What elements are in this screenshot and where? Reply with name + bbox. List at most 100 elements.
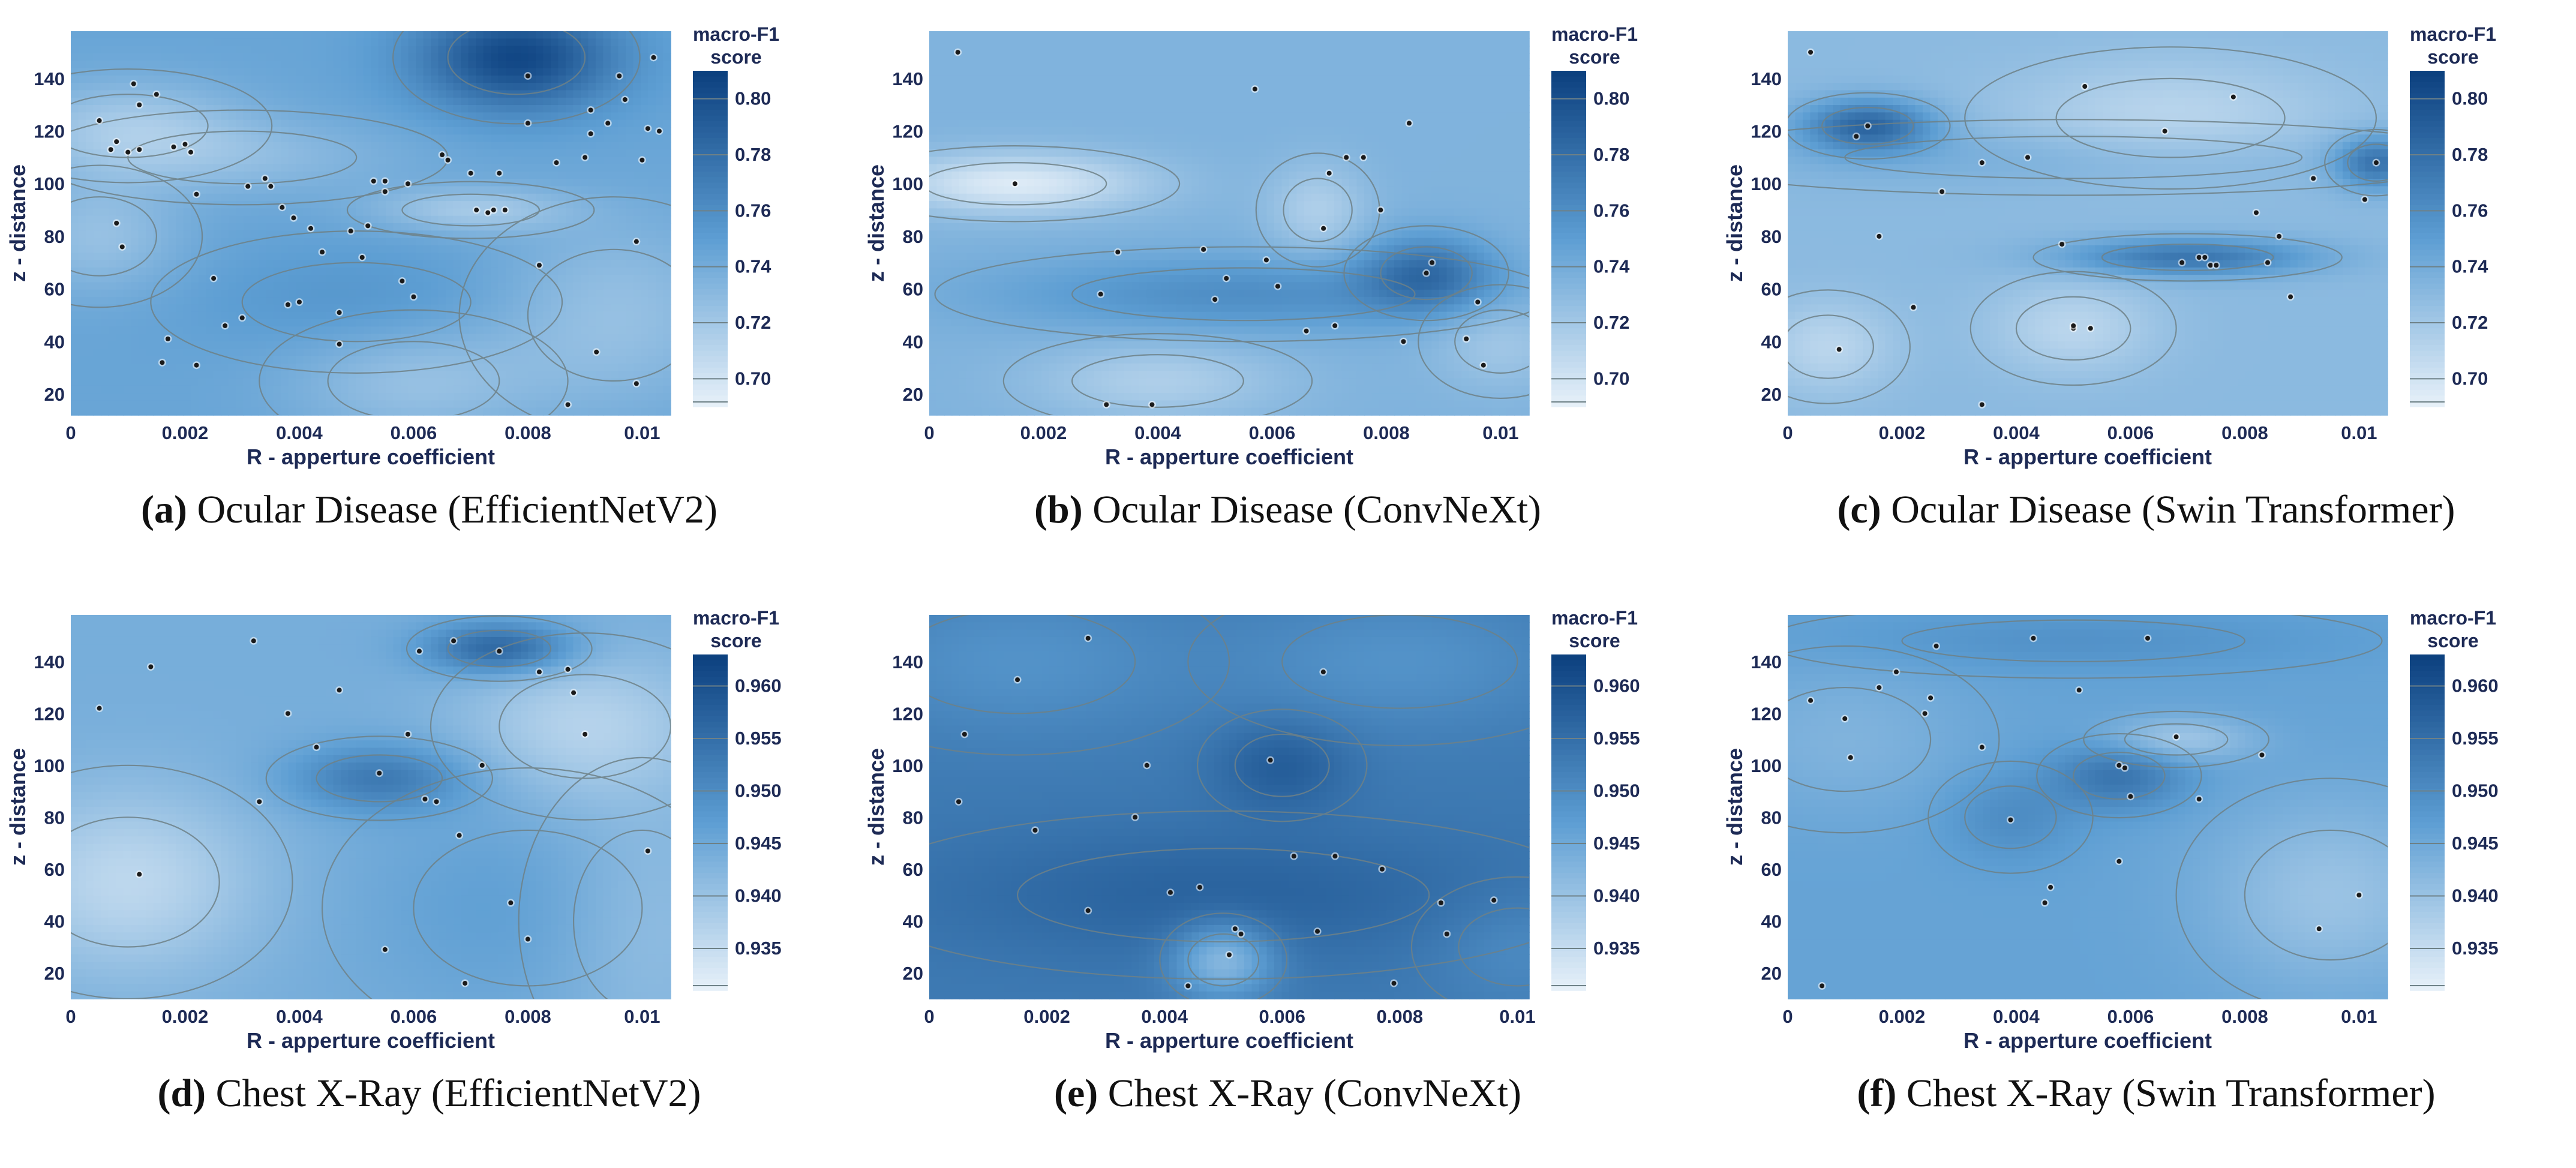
heatmap-cell [483, 171, 491, 179]
heatmap-cell [311, 112, 319, 121]
heatmap-cell [491, 75, 499, 83]
heatmap-cell [168, 341, 176, 350]
heatmap-cell [633, 230, 641, 239]
heatmap-cell [71, 53, 79, 62]
heatmap-cell [929, 223, 938, 232]
heatmap-cell [656, 230, 664, 239]
heatmap-cell [929, 119, 938, 128]
heatmap-cell [86, 142, 94, 150]
heatmap-cell [146, 201, 154, 209]
heatmap-cell [341, 275, 349, 283]
heatmap-cell [566, 215, 574, 224]
heatmap-cell [656, 275, 664, 283]
heatmap-cell [191, 171, 199, 179]
heatmap-cell [101, 201, 109, 209]
heatmap-cell [446, 260, 454, 268]
heatmap-cell [528, 349, 536, 357]
heatmap-cell [951, 31, 960, 40]
heatmap-chart-b: 0 0.002 0.004 0.006 0.008 0.01204060801001201… [864, 23, 1638, 469]
heatmap-cell [663, 61, 671, 69]
heatmap-cell [618, 378, 626, 386]
contour-line [447, 31, 586, 95]
heatmap-cell [288, 223, 296, 232]
heatmap-cell [333, 253, 341, 261]
heatmap-cell [618, 119, 626, 128]
heatmap-cell [258, 282, 266, 290]
heatmap-cell [266, 297, 274, 305]
heatmap-cell [138, 304, 146, 313]
heatmap-cell [431, 253, 439, 261]
colorbar-segment [693, 93, 728, 100]
heatmap-cell [461, 119, 469, 128]
colorbar-segment [693, 188, 728, 195]
heatmap-cell [273, 83, 281, 91]
heatmap-cell [981, 334, 990, 342]
heatmap-cell [311, 75, 319, 83]
heatmap-cell [93, 267, 101, 275]
heatmap-cell [551, 407, 559, 416]
heatmap-cell [596, 75, 604, 83]
heatmap-cell [183, 75, 191, 83]
heatmap-cell [153, 46, 161, 54]
heatmap-cell [303, 289, 311, 298]
heatmap-cell [1011, 119, 1020, 128]
heatmap-cell [183, 267, 191, 275]
sample-point [440, 152, 445, 158]
heatmap-cell [108, 363, 116, 371]
heatmap-cell [491, 230, 499, 239]
heatmap-cell [78, 385, 86, 394]
heatmap-cell [936, 157, 945, 165]
heatmap-cell [303, 61, 311, 69]
heatmap-cell [251, 275, 259, 283]
heatmap-cell [93, 134, 101, 143]
heatmap-cell [446, 319, 454, 328]
heatmap-cell [663, 193, 671, 202]
heatmap-cell [408, 238, 416, 246]
heatmap-cell [483, 127, 491, 136]
heatmap-cell [626, 68, 634, 76]
heatmap-cell [176, 289, 184, 298]
heatmap-cell [213, 208, 221, 217]
heatmap-cell [281, 134, 289, 143]
heatmap-cell [213, 193, 221, 202]
heatmap-cell [551, 326, 559, 335]
heatmap-cell [86, 341, 94, 350]
heatmap-cell [521, 289, 529, 298]
heatmap-cell [663, 289, 671, 298]
heatmap-cell [266, 164, 274, 172]
heatmap-cell [168, 260, 176, 268]
heatmap-cell [626, 105, 634, 113]
heatmap-cell [408, 186, 416, 194]
heatmap-cell [93, 349, 101, 357]
heatmap-cell [221, 97, 229, 106]
heatmap-cell [483, 38, 491, 47]
heatmap-cell [959, 208, 968, 217]
heatmap-cell [996, 245, 1005, 254]
heatmap-cell [506, 245, 514, 254]
heatmap-cell [528, 356, 536, 364]
heatmap-cell [596, 53, 604, 62]
heatmap-cell [296, 393, 304, 401]
heatmap-cell [401, 105, 409, 113]
heatmap-cell [393, 371, 401, 379]
heatmap-cell [626, 230, 634, 239]
heatmap-cell [513, 186, 521, 194]
heatmap-cell [453, 134, 461, 143]
heatmap-cell [536, 61, 544, 69]
heatmap-cell [153, 164, 161, 172]
heatmap-cell [966, 253, 975, 261]
heatmap-cell [408, 407, 416, 416]
contour-line [327, 341, 500, 415]
heatmap-cell [236, 31, 244, 40]
heatmap-cell [611, 349, 619, 357]
heatmap-cell [213, 53, 221, 62]
heatmap-cell [326, 208, 334, 217]
heatmap-cell [423, 356, 431, 364]
heatmap-cell [483, 253, 491, 261]
heatmap-cell [356, 385, 364, 394]
heatmap-cell [273, 75, 281, 83]
heatmap-cell [78, 134, 86, 143]
heatmap-cell [296, 127, 304, 136]
heatmap-cell [989, 127, 998, 136]
heatmap-cell [573, 260, 581, 268]
